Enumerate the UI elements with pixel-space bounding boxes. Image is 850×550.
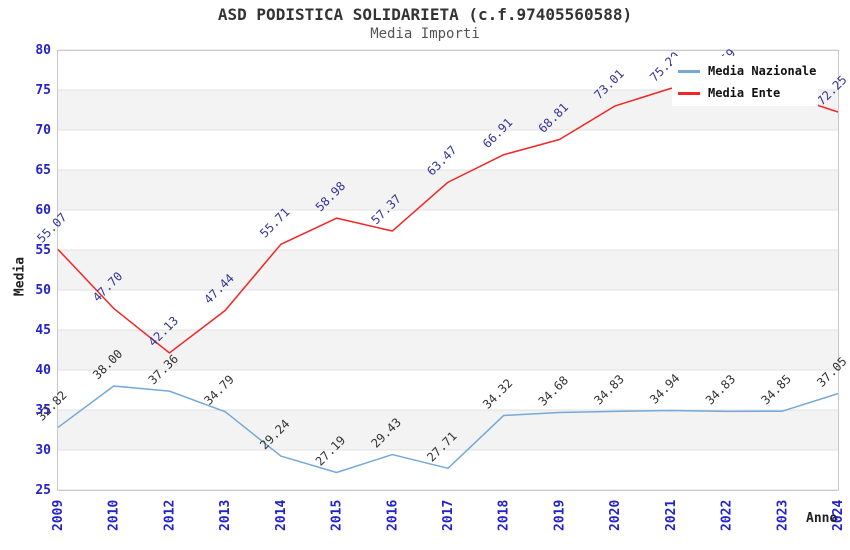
x-tick-label: 2014 [274, 500, 289, 531]
x-tick-label: 2009 [51, 500, 66, 531]
legend-label-media-nazionale: Media Nazionale [708, 64, 817, 78]
plot-band [58, 170, 838, 210]
y-tick-label: 25 [35, 483, 51, 498]
y-tick-label: 55 [35, 243, 51, 258]
y-tick-label: 60 [35, 203, 51, 218]
x-axis-title: Anno [806, 511, 838, 526]
y-tick-label: 35 [35, 403, 51, 418]
data-label: 34.83 [703, 372, 738, 407]
x-tick-label: 2023 [775, 500, 790, 531]
data-label: 34.68 [536, 373, 571, 408]
legend-item-media-nazionale: Media Nazionale [678, 60, 818, 82]
data-label: 34.32 [480, 376, 515, 411]
legend-swatch-media-ente [678, 91, 700, 95]
y-tick-label: 40 [35, 363, 51, 378]
data-label: 34.94 [647, 371, 682, 406]
legend: Media Nazionale Media Ente [672, 56, 818, 106]
legend-swatch-media-nazionale [678, 69, 700, 73]
chart-subtitle: Media Importi [370, 26, 480, 42]
x-tick-label: 2012 [162, 500, 177, 531]
y-tick-label: 80 [35, 43, 51, 58]
y-axis-title: Media [12, 256, 28, 297]
data-label: 34.83 [591, 372, 626, 407]
data-label: 34.79 [201, 372, 236, 407]
y-tick-label: 75 [35, 83, 51, 98]
y-tick-label: 50 [35, 283, 51, 298]
x-tick-label: 2020 [608, 500, 623, 531]
plot-band [58, 410, 838, 450]
y-tick-label: 65 [35, 163, 51, 178]
x-tick-label: 2018 [497, 500, 512, 531]
y-tick-label: 30 [35, 443, 51, 458]
x-tick-label: 2016 [385, 500, 400, 531]
legend-item-media-ente: Media Ente [678, 82, 818, 104]
x-tick-label: 2024 [831, 500, 846, 531]
chart-title: ASD PODISTICA SOLIDARIETA (c.f.974055605… [217, 5, 633, 24]
x-tick-label: 2019 [552, 500, 567, 531]
data-label: 34.85 [759, 372, 794, 407]
x-tick-label: 2021 [664, 500, 679, 531]
legend-label-media-ente: Media Ente [708, 86, 781, 100]
y-tick-label: 45 [35, 323, 51, 338]
y-tick-label: 70 [35, 123, 51, 138]
x-tick-label: 2022 [720, 500, 735, 531]
plot-band [58, 330, 838, 370]
x-tick-label: 2017 [441, 500, 456, 531]
plot-border [57, 50, 839, 491]
x-tick-label: 2015 [330, 500, 345, 531]
series-line-media-nazionale [57, 385, 839, 474]
x-tick-label: 2010 [107, 500, 122, 531]
x-tick-label: 2013 [218, 500, 233, 531]
plot-band [58, 250, 838, 290]
